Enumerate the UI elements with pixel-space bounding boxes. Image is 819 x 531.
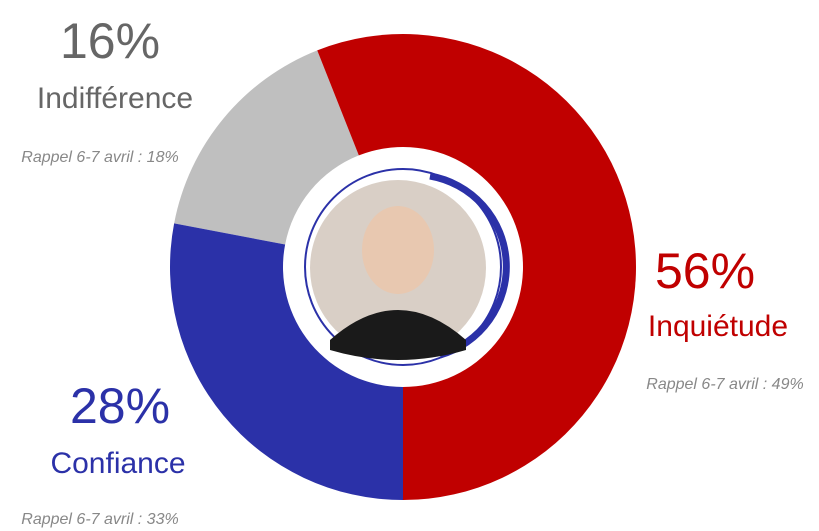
value-label: 56% <box>655 243 755 299</box>
category-label: Confiance <box>50 447 185 480</box>
annotation: Rappel 6-7 avril : 33% <box>21 511 178 528</box>
category-label: Inquiétude <box>648 310 788 343</box>
portrait-face <box>362 206 434 294</box>
annotation: Rappel 6-7 avril : 49% <box>646 376 803 393</box>
portrait <box>305 169 506 365</box>
value-label: 28% <box>70 378 170 434</box>
chart: 56% Inquiétude Rappel 6-7 avril : 49% 28% Co… <box>0 0 819 531</box>
annotation: Rappel 6-7 avril : 18% <box>21 149 178 166</box>
value-label: 16% <box>60 13 160 69</box>
category-label: Indifférence <box>37 82 193 115</box>
